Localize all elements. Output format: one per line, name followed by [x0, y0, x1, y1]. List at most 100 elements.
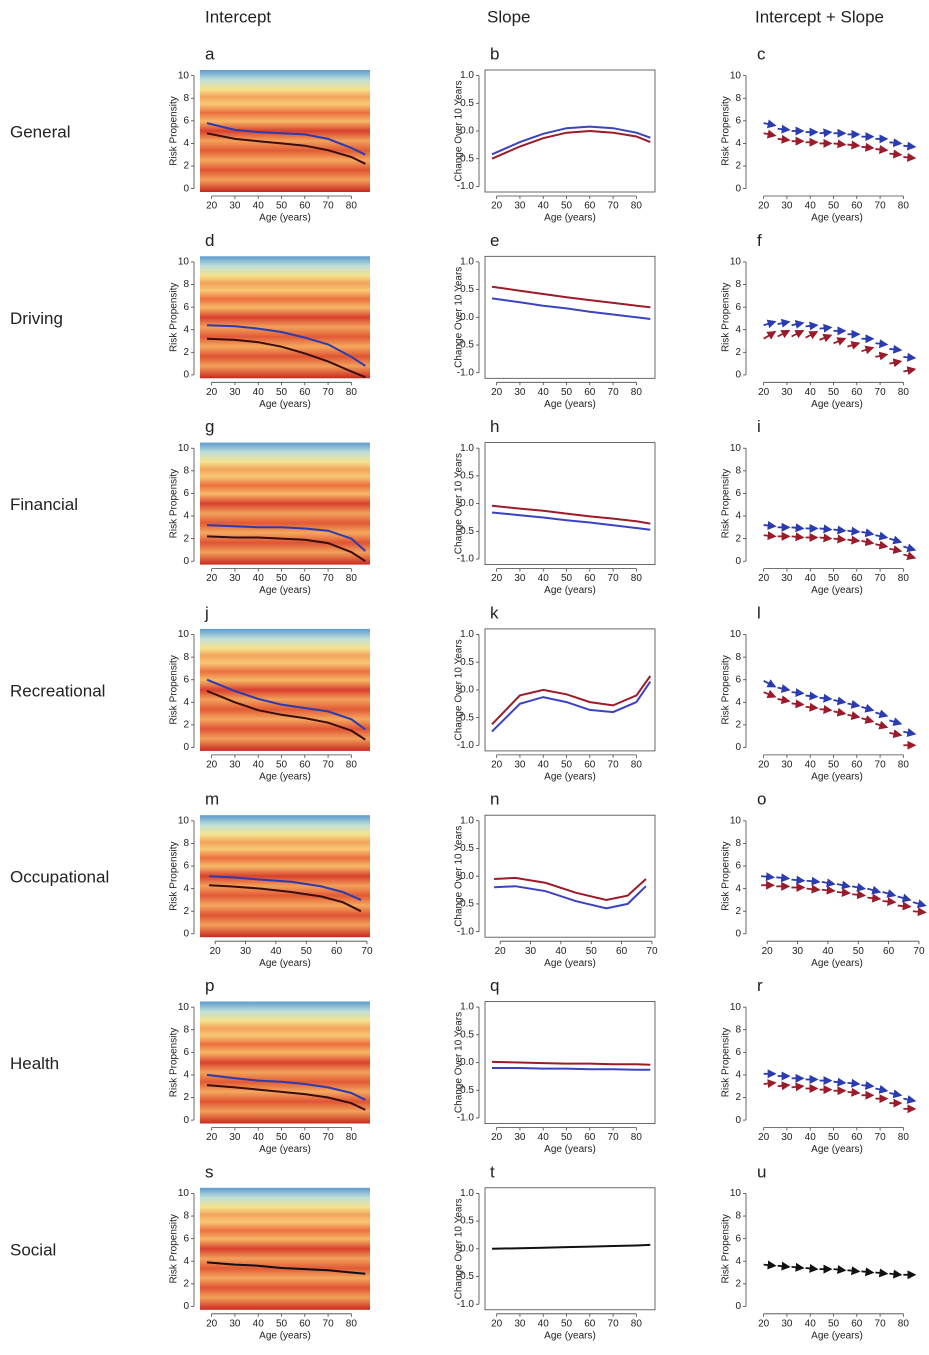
arrow — [861, 1267, 875, 1277]
x-tick-label: 30 — [781, 573, 793, 584]
x-tick-label: 40 — [555, 946, 567, 957]
y-tick-label: 0 — [183, 183, 189, 194]
series-line — [491, 285, 651, 309]
series-line — [206, 678, 366, 731]
y-tick-label: 0 — [735, 370, 741, 381]
x-axis-label: Age (years) — [811, 213, 863, 224]
x-tick-label: 40 — [805, 573, 817, 584]
x-tick-label: 70 — [608, 760, 620, 771]
arrow — [806, 876, 821, 886]
x-tick-label: 70 — [646, 946, 658, 957]
x-tick-label: 80 — [346, 760, 358, 771]
y-tick-label: 10 — [730, 257, 742, 268]
x-tick-label: 50 — [276, 1318, 288, 1329]
plot-frame — [484, 1001, 656, 1124]
y-tick-label: -1.0 — [457, 1299, 475, 1310]
x-tick-label: 70 — [323, 387, 335, 398]
x-tick-label: 40 — [538, 201, 550, 212]
y-tick-label: 6 — [183, 1233, 189, 1244]
y-tick-label: 4 — [183, 511, 189, 522]
arrow — [889, 1269, 903, 1279]
y-tick-label: 6 — [183, 115, 189, 126]
series-line — [491, 125, 651, 156]
series-line — [206, 1073, 366, 1101]
arrow — [875, 1084, 889, 1094]
series-line — [491, 511, 651, 531]
x-axis-label: Age (years) — [544, 399, 596, 410]
x-tick-label: 70 — [608, 1318, 620, 1329]
arrow — [833, 534, 847, 544]
x-tick-label: 20 — [206, 760, 218, 771]
y-tick-label: 2 — [183, 161, 189, 172]
plot-frame — [484, 255, 656, 379]
arrow — [836, 887, 851, 897]
arrow — [833, 139, 847, 149]
x-tick-label: 50 — [561, 201, 573, 212]
y-axis-label: Risk Propensity — [721, 469, 732, 538]
series-line — [492, 1067, 651, 1071]
y-tick-label: 1.0 — [460, 815, 474, 826]
y-tick-label: 0.0 — [460, 685, 474, 696]
y-axis-label: Risk Propensity — [721, 96, 732, 165]
x-tick-label: 30 — [525, 946, 537, 957]
series-line — [491, 675, 652, 725]
x-axis-label: Age (years) — [259, 213, 311, 224]
y-tick-label: 2 — [183, 347, 189, 358]
panel-letter: u — [757, 1162, 766, 1181]
x-tick-label: 60 — [584, 201, 596, 212]
y-tick-label: 4 — [735, 697, 741, 708]
y-tick-label: 4 — [735, 511, 741, 522]
arrow — [833, 1077, 847, 1087]
x-tick-label: 40 — [270, 946, 282, 957]
panel-letter: n — [490, 790, 499, 809]
row-label: Health — [10, 1054, 59, 1073]
x-tick-label: 70 — [608, 573, 620, 584]
series-line — [491, 1060, 651, 1066]
y-tick-label: 10 — [730, 70, 742, 81]
x-tick-label: 60 — [331, 946, 343, 957]
x-axis-label: Age (years) — [259, 1330, 311, 1341]
panel-letter: b — [490, 44, 499, 63]
arrow — [889, 344, 903, 354]
arrow — [791, 699, 805, 709]
x-tick-label: 30 — [781, 760, 793, 771]
y-tick-label: 2 — [183, 906, 189, 917]
y-tick-label: 0 — [183, 370, 189, 381]
y-tick-label: 6 — [735, 674, 741, 685]
y-axis-label: Risk Propensity — [169, 283, 180, 352]
arrow — [763, 1260, 777, 1270]
y-axis-label: Change Over 10 Years — [454, 80, 465, 181]
arrow — [861, 1081, 875, 1090]
x-tick-label: 20 — [206, 1318, 218, 1329]
row-label: Financial — [10, 495, 78, 514]
x-tick-label: 30 — [240, 946, 252, 957]
x-tick-label: 60 — [584, 1132, 596, 1143]
arrow — [861, 715, 875, 724]
arrow — [847, 711, 861, 720]
x-tick-label: 20 — [758, 760, 770, 771]
x-tick-label: 20 — [206, 387, 218, 398]
y-tick-label: 8 — [735, 838, 741, 849]
arrow — [912, 907, 927, 917]
arrow — [875, 540, 889, 550]
arrow — [847, 140, 861, 150]
x-tick-label: 80 — [898, 1318, 910, 1329]
arrow — [791, 688, 805, 698]
y-tick-label: 0 — [735, 1115, 741, 1126]
y-tick-label: 2 — [735, 720, 741, 731]
arrow — [777, 684, 791, 693]
x-tick-label: 70 — [608, 387, 620, 398]
x-tick-label: 70 — [323, 201, 335, 212]
y-tick-label: 8 — [183, 279, 189, 290]
panel-letter: o — [757, 790, 766, 809]
x-tick-label: 60 — [299, 760, 311, 771]
arrow — [819, 323, 833, 333]
y-tick-label: 0.0 — [460, 1057, 474, 1068]
series-line — [491, 681, 652, 733]
arrow — [821, 885, 836, 895]
y-tick-label: 10 — [730, 443, 742, 454]
y-tick-label: 10 — [178, 1002, 190, 1013]
y-tick-label: 10 — [178, 257, 190, 268]
y-axis-label: Risk Propensity — [721, 283, 732, 352]
y-tick-label: -1.0 — [457, 181, 475, 192]
